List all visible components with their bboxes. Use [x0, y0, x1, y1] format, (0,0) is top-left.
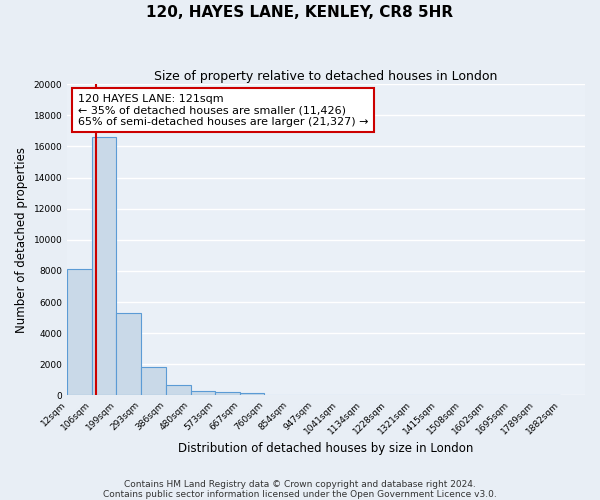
Bar: [141, 368, 166, 396]
Bar: [215, 392, 240, 396]
Bar: [92, 137, 116, 396]
Text: Contains HM Land Registry data © Crown copyright and database right 2024.
Contai: Contains HM Land Registry data © Crown c…: [103, 480, 497, 499]
Bar: [67, 268, 92, 396]
Title: Size of property relative to detached houses in London: Size of property relative to detached ho…: [154, 70, 498, 83]
Text: 120 HAYES LANE: 121sqm
← 35% of detached houses are smaller (11,426)
65% of semi: 120 HAYES LANE: 121sqm ← 35% of detached…: [77, 94, 368, 126]
Bar: [240, 393, 265, 396]
Bar: [166, 384, 191, 396]
X-axis label: Distribution of detached houses by size in London: Distribution of detached houses by size …: [178, 442, 474, 455]
Text: 120, HAYES LANE, KENLEY, CR8 5HR: 120, HAYES LANE, KENLEY, CR8 5HR: [146, 5, 454, 20]
Bar: [191, 391, 215, 396]
Bar: [116, 313, 141, 396]
Y-axis label: Number of detached properties: Number of detached properties: [15, 147, 28, 333]
